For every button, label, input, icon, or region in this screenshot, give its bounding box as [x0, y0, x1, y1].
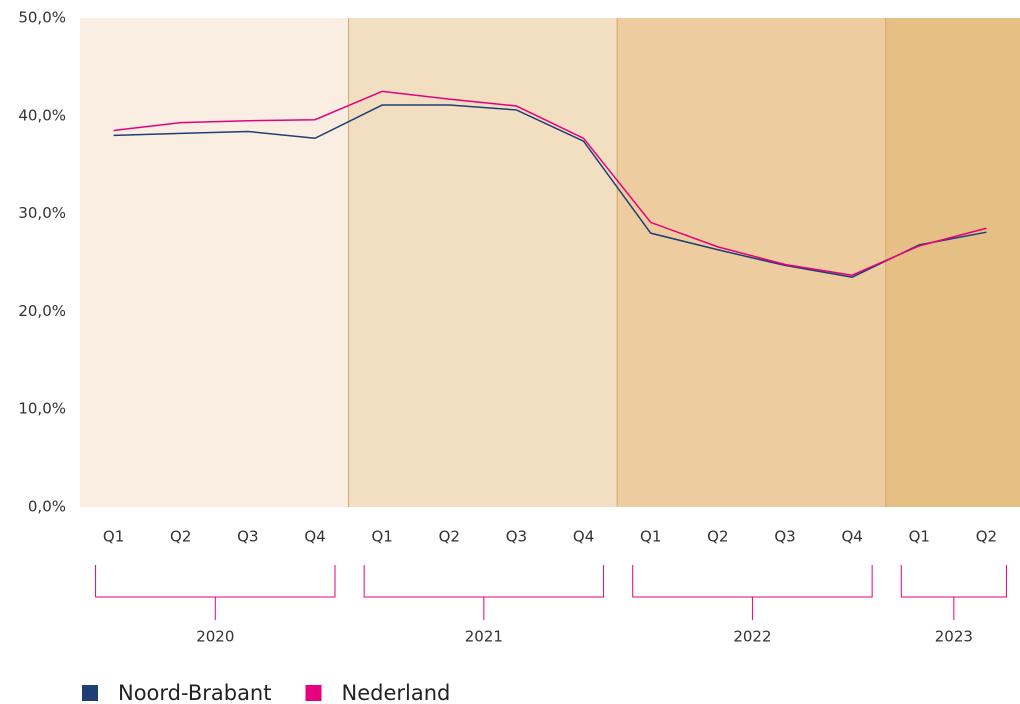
legend-swatch [305, 685, 322, 701]
x-tick-label: Q1 [640, 528, 661, 546]
legend-swatch [82, 685, 98, 701]
series-line [113, 90, 987, 276]
x-tick-label: Q2 [976, 528, 997, 546]
year-bracket [900, 565, 1007, 620]
year-label: 2023 [935, 628, 973, 646]
x-tick-label: Q3 [237, 528, 258, 546]
year-bracket [632, 565, 873, 620]
year-label: 2020 [196, 628, 234, 646]
y-tick-label: 40,0% [18, 106, 66, 124]
x-tick-label: Q2 [170, 528, 191, 546]
x-tick-label: Q2 [439, 528, 460, 546]
year-band [80, 18, 349, 507]
y-tick-label: 0,0% [28, 498, 66, 516]
legend-label: Nederland [341, 681, 450, 704]
year-band [348, 18, 618, 507]
x-tick-label: Q3 [506, 528, 527, 546]
y-tick-label: 20,0% [18, 302, 66, 320]
year-label: 2022 [733, 628, 771, 646]
legend-label: Noord-Brabant [118, 681, 271, 704]
year-band [617, 18, 886, 507]
x-tick-label: Q1 [909, 528, 930, 546]
y-tick-label: 30,0% [18, 204, 66, 222]
year-bracket [363, 565, 605, 620]
x-tick-label: Q4 [304, 528, 325, 546]
y-tick-label: 10,0% [18, 400, 66, 418]
x-tick-label: Q2 [707, 528, 728, 546]
series-line [113, 104, 987, 278]
year-bracket [95, 565, 336, 620]
x-tick-label: Q1 [371, 528, 392, 546]
x-tick-label: Q4 [573, 528, 594, 546]
x-tick-label: Q1 [103, 528, 124, 546]
x-tick-label: Q3 [774, 528, 795, 546]
year-label: 2021 [465, 628, 503, 646]
y-tick-label: 50,0% [18, 9, 66, 27]
year-band [885, 18, 1020, 507]
x-tick-label: Q4 [841, 528, 862, 546]
